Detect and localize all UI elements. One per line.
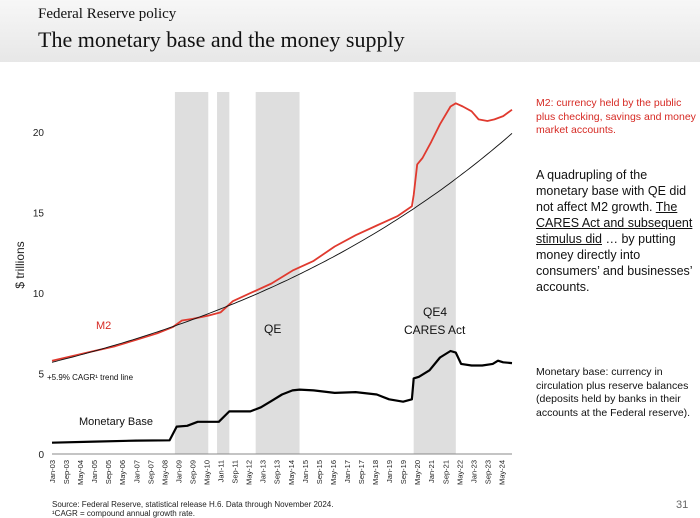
x-tick-label: May-22 <box>455 460 464 485</box>
monetary-base-annotation: Monetary Base <box>79 416 153 428</box>
y-tick-label: 5 <box>38 370 44 381</box>
slide-title: The monetary base and the money supply <box>38 27 405 52</box>
x-tick-label: Sep-19 <box>399 460 408 484</box>
x-tick-label: Sep-23 <box>483 460 492 484</box>
shaded-period-1 <box>217 92 230 454</box>
m2-annotation: M2 <box>96 320 111 332</box>
y-tick-label: 20 <box>33 128 45 139</box>
x-tick-label: Sep-05 <box>104 460 113 484</box>
y-tick-label: 15 <box>33 209 45 220</box>
cares-act-underlined-text: The CARES Act and subsequent stimulus di… <box>536 200 693 246</box>
x-tick-label: May-06 <box>118 460 127 485</box>
x-tick-label: May-14 <box>287 460 296 485</box>
x-tick-label: May-18 <box>371 460 380 485</box>
qe-commentary-continuation: … by putting money directly into consume… <box>536 232 693 294</box>
x-tick-label: Jan-07 <box>132 460 141 483</box>
qe-commentary-text: A quadrupling of the monetary base with … <box>536 168 687 214</box>
x-tick-label: May-12 <box>245 460 254 485</box>
x-tick-label: Jan-13 <box>259 460 268 483</box>
x-tick-label: Sep-09 <box>188 460 197 484</box>
y-tick-labels: 0 5 10 15 20 <box>33 128 45 461</box>
x-tick-label: May-24 <box>497 460 506 485</box>
page-number: 31 <box>676 499 689 511</box>
y-tick-label: 0 <box>38 450 44 461</box>
x-tick-label: Sep-11 <box>231 460 240 484</box>
source-text: Source: Federal Reserve, statistical rel… <box>52 500 334 509</box>
y-axis-label: $ trillions <box>13 241 27 288</box>
qe-annotation: QE <box>264 322 281 336</box>
x-tick-label: Jan-05 <box>90 460 99 483</box>
cares-act-annotation: CARES Act <box>404 323 466 337</box>
footer-source: Source: Federal Reserve, statistical rel… <box>52 500 333 518</box>
section-kicker: Federal Reserve policy <box>38 6 177 22</box>
x-tick-label: May-10 <box>203 460 212 485</box>
trend-line-annotation: +5.9% CAGR¹ trend line <box>47 373 134 382</box>
x-tick-label: Sep-15 <box>315 460 324 484</box>
x-tick-labels: Jan-03 Sep-03 May-04 Jan-05 Sep-05 May-06 Jan-… <box>48 460 506 485</box>
chart: 0 5 10 15 20 Jan-03 Sep-03 May-04 Jan-05 Sep-05 M… <box>13 92 513 485</box>
x-tick-label: Jan-09 <box>174 460 183 483</box>
x-tick-label: Sep-21 <box>441 460 450 484</box>
x-tick-label: May-20 <box>413 460 422 485</box>
x-tick-label: Sep-13 <box>273 460 282 484</box>
monetary-base-definition-note: Monetary base: currency in circulation p… <box>536 366 691 419</box>
x-tick-label: Sep-17 <box>357 460 366 484</box>
x-tick-label: Jan-15 <box>301 460 310 483</box>
x-tick-label: Sep-07 <box>146 460 155 484</box>
m2-definition-note: M2: currency held by the public plus che… <box>536 97 696 136</box>
shaded-period-3 <box>413 92 456 454</box>
x-tick-label: Jan-03 <box>48 460 57 483</box>
series-lines <box>51 102 513 444</box>
qe-commentary: A quadrupling of the monetary base with … <box>536 167 696 295</box>
series-line-2 <box>51 133 513 363</box>
x-tick-label: Jan-17 <box>343 460 352 483</box>
shaded-period-2 <box>255 92 300 454</box>
x-tick-label: May-16 <box>329 460 338 485</box>
x-tick-label: Jan-19 <box>385 460 394 483</box>
footnote-text: ¹CAGR = compound annual growth rate. <box>52 509 195 518</box>
qe4-annotation: QE4 <box>423 305 447 319</box>
x-tick-label: Jan-11 <box>217 460 226 482</box>
header-band: Federal Reserve policy The monetary base… <box>0 0 700 62</box>
x-tick-label: May-08 <box>160 460 169 485</box>
shaded-period-0 <box>174 92 209 454</box>
x-tick-label: Jan-23 <box>469 460 478 483</box>
x-tick-label: Sep-03 <box>62 460 71 484</box>
x-tick-label: May-04 <box>76 460 85 485</box>
y-tick-label: 10 <box>33 289 45 300</box>
x-tick-label: Jan-21 <box>427 460 436 483</box>
series-line-1 <box>51 349 513 444</box>
shaded-periods <box>174 92 456 454</box>
series-line-0 <box>51 102 513 362</box>
